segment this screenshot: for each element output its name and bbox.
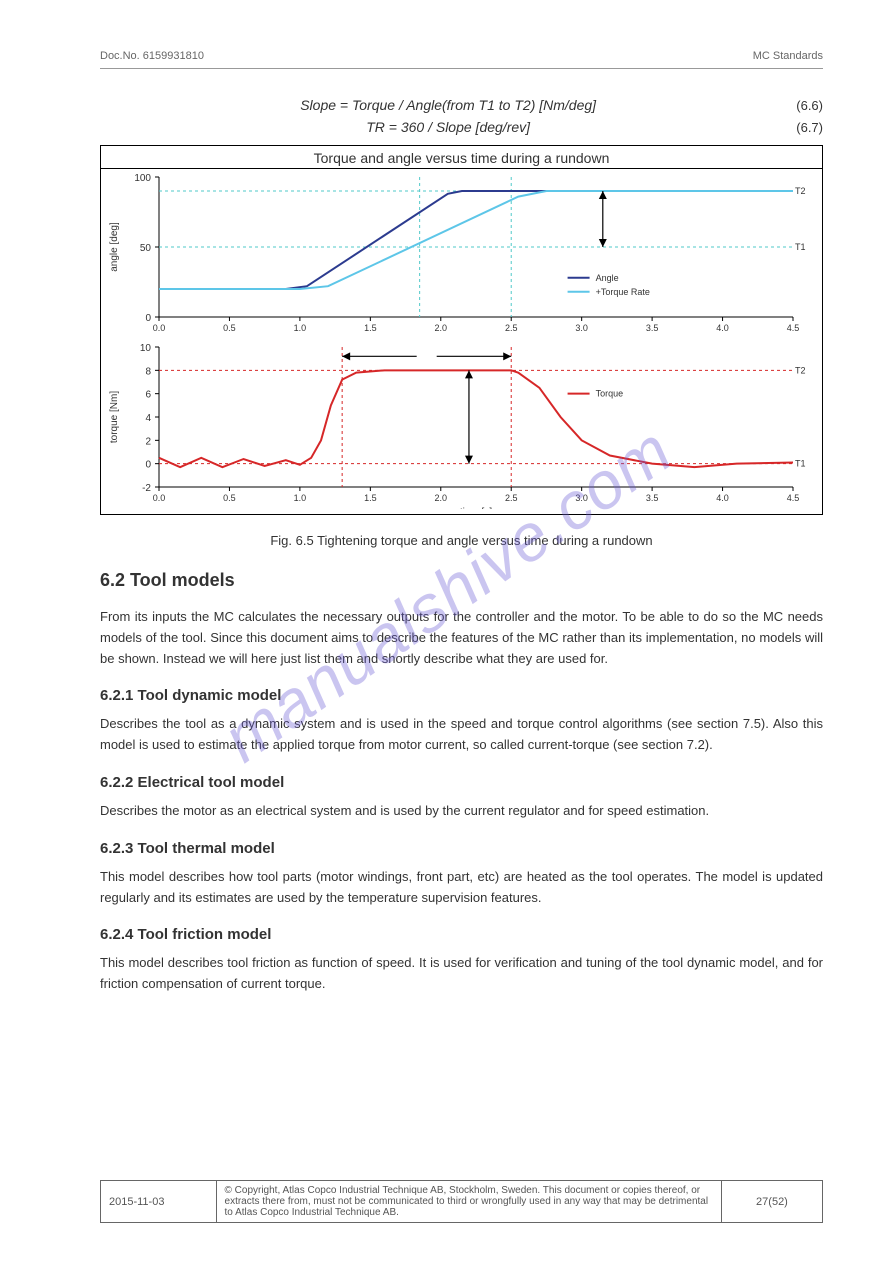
heading-friction-model: 6.2.4 Tool friction model — [100, 926, 823, 943]
svg-text:6: 6 — [145, 390, 151, 401]
svg-text:Torque: Torque — [596, 389, 624, 399]
svg-text:4.5: 4.5 — [787, 323, 800, 333]
svg-text:0: 0 — [145, 313, 151, 324]
footer-date: 2015-11-03 — [101, 1181, 217, 1223]
svg-text:2: 2 — [145, 436, 151, 447]
svg-text:2.0: 2.0 — [435, 493, 448, 503]
equation-text: TR = 360 / Slope [deg/rev] — [100, 119, 796, 135]
svg-text:1.0: 1.0 — [294, 493, 307, 503]
svg-text:4: 4 — [145, 413, 151, 424]
svg-text:8: 8 — [145, 366, 151, 377]
svg-text:3.0: 3.0 — [575, 323, 588, 333]
heading-dynamic-model: 6.2.1 Tool dynamic model — [100, 687, 823, 704]
paragraph: From its inputs the MC calculates the ne… — [100, 607, 823, 669]
equation-6-6: Slope = Torque / Angle(from T1 to T2) [N… — [100, 97, 823, 113]
header-rule — [100, 68, 823, 69]
svg-text:-2: -2 — [142, 483, 151, 494]
figure-6-5: Torque and angle versus time during a ru… — [100, 145, 823, 515]
svg-text:torque [Nm]: torque [Nm] — [109, 391, 120, 443]
heading-thermal-model: 6.2.3 Tool thermal model — [100, 840, 823, 857]
svg-text:3.5: 3.5 — [646, 493, 659, 503]
svg-text:4.0: 4.0 — [716, 493, 729, 503]
doc-section: MC Standards — [753, 50, 823, 62]
svg-text:0.0: 0.0 — [153, 493, 166, 503]
page-header: Doc.No. 6159931810 MC Standards — [100, 50, 823, 62]
svg-text:3.5: 3.5 — [646, 323, 659, 333]
svg-text:0.5: 0.5 — [223, 493, 236, 503]
svg-text:T1: T1 — [795, 459, 806, 469]
paragraph: Describes the motor as an electrical sys… — [100, 801, 823, 822]
paragraph: This model describes how tool parts (mot… — [100, 867, 823, 909]
svg-text:50: 50 — [140, 243, 152, 254]
svg-text:+Torque Rate: +Torque Rate — [596, 287, 650, 297]
svg-text:10: 10 — [140, 343, 152, 354]
svg-text:2.5: 2.5 — [505, 323, 518, 333]
svg-text:2.0: 2.0 — [435, 323, 448, 333]
paragraph: Describes the tool as a dynamic system a… — [100, 714, 823, 756]
svg-text:0.0: 0.0 — [153, 323, 166, 333]
equation-number: (6.7) — [796, 120, 823, 135]
equation-number: (6.6) — [796, 98, 823, 113]
heading-tool-models: 6.2 Tool models — [100, 570, 823, 591]
figure-title: Torque and angle versus time during a ru… — [101, 146, 822, 169]
footer-page: 27(52) — [721, 1181, 822, 1223]
svg-text:0.5: 0.5 — [223, 323, 236, 333]
svg-text:1.5: 1.5 — [364, 493, 377, 503]
svg-text:1.5: 1.5 — [364, 323, 377, 333]
svg-text:100: 100 — [134, 173, 151, 184]
svg-text:T2: T2 — [795, 365, 806, 375]
heading-electrical-model: 6.2.2 Electrical tool model — [100, 774, 823, 791]
equation-6-7: TR = 360 / Slope [deg/rev] (6.7) — [100, 119, 823, 135]
doc-number: Doc.No. 6159931810 — [100, 50, 204, 62]
svg-text:1.0: 1.0 — [294, 323, 307, 333]
svg-text:T2: T2 — [795, 186, 806, 196]
svg-text:4.0: 4.0 — [716, 323, 729, 333]
svg-text:Angle: Angle — [596, 273, 619, 283]
figure-chart: 050100angle [deg]0.00.51.01.52.02.53.03.… — [101, 169, 813, 509]
svg-text:time [s]: time [s] — [460, 507, 492, 509]
page-footer: 2015-11-03 © Copyright, Atlas Copco Indu… — [100, 1180, 823, 1223]
equation-text: Slope = Torque / Angle(from T1 to T2) [N… — [100, 97, 796, 113]
svg-text:2.5: 2.5 — [505, 493, 518, 503]
svg-text:T1: T1 — [795, 242, 806, 252]
paragraph: This model describes tool friction as fu… — [100, 953, 823, 995]
svg-text:3.0: 3.0 — [575, 493, 588, 503]
footer-table: 2015-11-03 © Copyright, Atlas Copco Indu… — [100, 1180, 823, 1223]
footer-copyright: © Copyright, Atlas Copco Industrial Tech… — [216, 1181, 721, 1223]
svg-text:0: 0 — [145, 460, 151, 471]
svg-text:4.5: 4.5 — [787, 493, 800, 503]
figure-caption: Fig. 6.5 Tightening torque and angle ver… — [100, 533, 823, 548]
svg-text:angle [deg]: angle [deg] — [109, 222, 120, 272]
